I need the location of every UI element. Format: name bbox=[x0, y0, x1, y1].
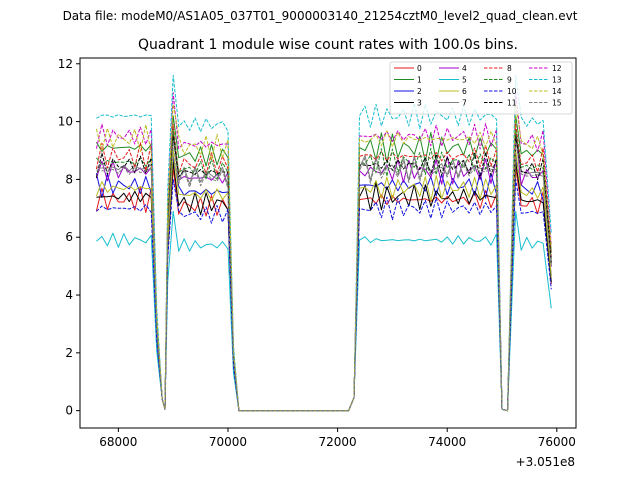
x-tick-label: 68000 bbox=[99, 435, 137, 449]
x-offset-label: +3.051e8 bbox=[516, 455, 575, 469]
series-line-14 bbox=[95, 103, 552, 412]
y-tick-label: 2 bbox=[65, 346, 73, 360]
legend-label: 1 bbox=[417, 76, 422, 85]
legend-label: 0 bbox=[417, 64, 422, 73]
y-axis-ticks: 0 2 4 6 8 10 12 bbox=[58, 57, 80, 418]
series-line-5 bbox=[96, 210, 552, 412]
legend-label: 14 bbox=[552, 87, 562, 96]
x-tick-label: 74000 bbox=[428, 435, 466, 449]
x-tick-label: 72000 bbox=[318, 435, 356, 449]
legend-label: 6 bbox=[462, 87, 467, 96]
y-tick-label: 8 bbox=[65, 172, 73, 186]
figure-suptitle: Data file: modeM0/AS1A05_037T01_90000031… bbox=[63, 9, 578, 23]
legend-label: 11 bbox=[507, 99, 517, 108]
x-tick-label: 70000 bbox=[209, 435, 247, 449]
legend-label: 2 bbox=[417, 87, 422, 96]
legend-label: 15 bbox=[552, 99, 562, 108]
legend-label: 12 bbox=[552, 64, 562, 73]
legend-label: 4 bbox=[462, 64, 467, 73]
y-tick-label: 6 bbox=[65, 230, 73, 244]
y-tick-label: 12 bbox=[58, 57, 73, 71]
chart-title: Quadrant 1 module wise count rates with … bbox=[138, 37, 518, 53]
legend-label: 5 bbox=[462, 76, 467, 85]
x-axis-ticks: 68000 70000 72000 74000 76000 bbox=[99, 428, 576, 449]
series-lines bbox=[95, 74, 552, 412]
x-tick-label: 76000 bbox=[538, 435, 576, 449]
legend-label: 9 bbox=[507, 76, 512, 85]
y-tick-label: 0 bbox=[65, 404, 73, 418]
legend-label: 10 bbox=[507, 87, 517, 96]
y-tick-label: 4 bbox=[65, 288, 73, 302]
legend-label: 13 bbox=[552, 76, 562, 85]
axes-frame bbox=[79, 57, 577, 429]
legend-box bbox=[389, 61, 573, 115]
legend-label: 7 bbox=[462, 99, 467, 108]
y-tick-label: 10 bbox=[58, 115, 73, 129]
legend-label: 3 bbox=[417, 99, 422, 108]
legend-label: 8 bbox=[507, 64, 512, 73]
series-line-15 bbox=[96, 141, 552, 412]
